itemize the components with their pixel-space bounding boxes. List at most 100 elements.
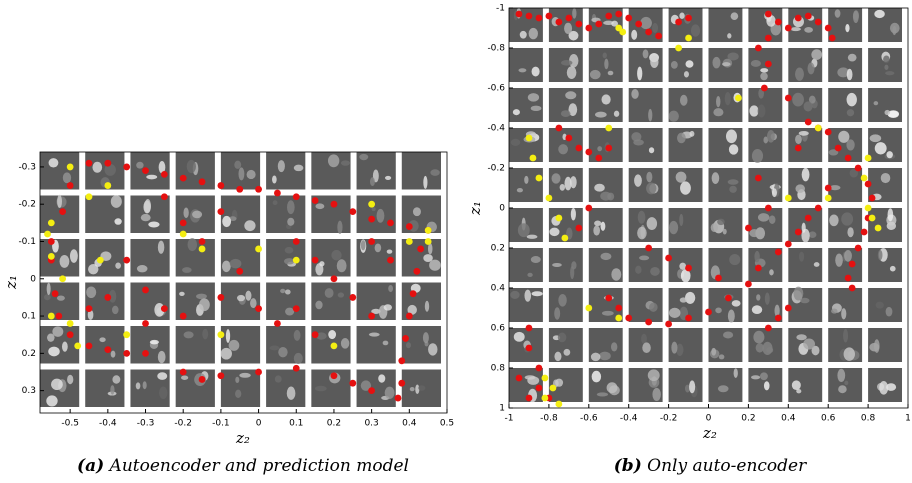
point: [349, 208, 357, 216]
tile-blob: [422, 332, 429, 344]
tile-blob: [875, 301, 884, 309]
tile-blob: [407, 304, 417, 315]
tile-blob: [791, 380, 801, 391]
image-tile: [266, 282, 306, 320]
tile-blob: [803, 101, 813, 112]
x-tick-label: 0.2: [741, 414, 755, 424]
tile-blob: [136, 161, 144, 169]
tile-blob: [531, 291, 543, 297]
point: [635, 20, 643, 28]
tile-blob: [607, 70, 614, 76]
tile-blob: [274, 375, 282, 383]
tile-blob: [679, 94, 688, 106]
point: [405, 223, 413, 230]
y-tick-label: 0.4: [491, 284, 506, 294]
tile-blob: [235, 389, 242, 398]
tile-blob: [724, 91, 731, 106]
point: [55, 312, 63, 320]
tile-blob: [245, 290, 252, 301]
tile-blob: [887, 110, 899, 118]
tile-blob: [846, 92, 857, 107]
point: [764, 10, 772, 18]
tile-blob: [527, 272, 533, 278]
tile-blob: [685, 60, 694, 68]
tile-blob: [792, 92, 804, 107]
point: [59, 208, 67, 216]
x-tick-label: -0.4: [620, 414, 638, 424]
tile-blob: [679, 213, 684, 227]
tile-blob: [552, 262, 562, 268]
point: [555, 18, 563, 26]
point: [575, 224, 583, 232]
point: [774, 314, 782, 322]
point: [217, 372, 225, 380]
point: [311, 197, 319, 204]
tile-blob: [319, 261, 325, 267]
point: [784, 194, 792, 202]
tile-blob: [600, 252, 612, 261]
tile-blob: [613, 110, 620, 117]
point: [585, 204, 593, 212]
tile-blob: [718, 354, 725, 360]
point: [794, 228, 802, 236]
tile-blob: [751, 149, 764, 163]
point: [525, 394, 533, 402]
point: [541, 394, 549, 402]
point: [561, 234, 569, 242]
tile-blob: [229, 216, 237, 222]
tile-blob: [766, 129, 775, 143]
tile-blob: [57, 194, 62, 208]
tile-blob: [733, 368, 738, 378]
image-tile: [708, 8, 743, 42]
tile-blob: [841, 212, 854, 226]
tile-blob: [730, 12, 739, 20]
tile-blob: [599, 351, 611, 361]
point: [74, 342, 82, 350]
point: [424, 238, 432, 245]
tile-blob: [135, 382, 141, 390]
point: [292, 256, 300, 264]
point: [368, 312, 376, 320]
tile-blob: [684, 384, 691, 393]
tile-blob: [668, 307, 681, 319]
point: [413, 267, 421, 275]
tile-blob: [570, 176, 577, 189]
point: [645, 244, 653, 252]
tile-blob: [110, 350, 116, 358]
tile-blob: [340, 338, 350, 349]
point: [794, 14, 802, 22]
tile-blob: [110, 195, 122, 208]
tile-blob: [182, 267, 192, 273]
tile-blob: [795, 67, 804, 81]
tile-blob: [843, 328, 849, 343]
point: [515, 374, 523, 382]
point: [565, 134, 573, 142]
tile-blob: [565, 91, 577, 100]
y-tick-label: 0.2: [491, 244, 505, 254]
point: [160, 305, 168, 312]
tile-blob: [109, 289, 117, 303]
tile-blob: [755, 343, 764, 353]
tile-blob: [642, 342, 651, 354]
tile-blob: [293, 329, 301, 341]
image-tile: [548, 288, 583, 322]
tile-blob: [715, 307, 722, 314]
tile-blob: [559, 184, 566, 191]
tile-blob: [112, 375, 121, 384]
tile-blob: [633, 139, 644, 146]
point: [255, 368, 262, 376]
point: [349, 379, 357, 387]
point: [44, 230, 51, 238]
tile-blob: [677, 132, 686, 144]
x-tick-label: 0.6: [821, 414, 836, 424]
tile-blob: [287, 217, 295, 226]
tile-blob: [222, 215, 232, 228]
tile-blob: [328, 329, 337, 340]
point: [292, 193, 300, 201]
image-tile: [828, 88, 863, 122]
tile-blob: [846, 68, 853, 81]
tile-blob: [728, 144, 739, 155]
point: [715, 274, 722, 282]
y-tick-label: -0.1: [18, 237, 36, 247]
point: [525, 134, 533, 142]
